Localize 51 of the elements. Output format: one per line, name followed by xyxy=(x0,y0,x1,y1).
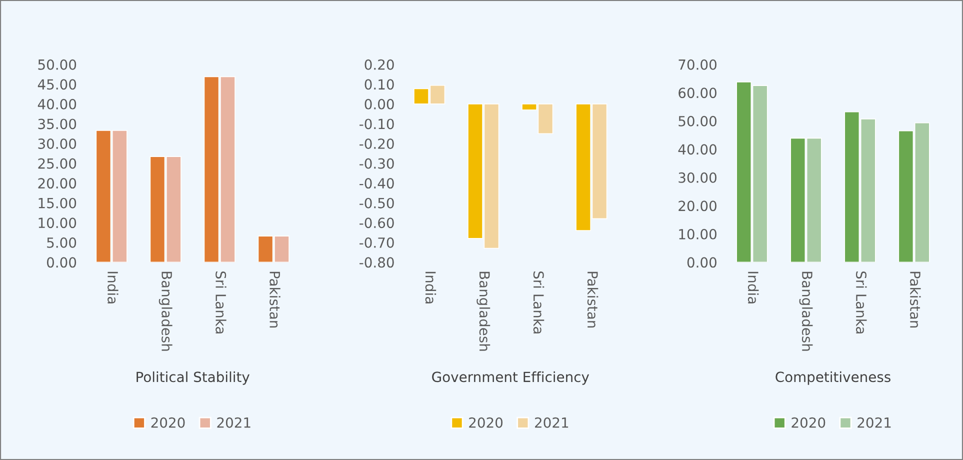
y-tick-label: 60.00 xyxy=(678,88,716,98)
y-tick-label: 45.00 xyxy=(38,79,76,90)
y-tick-label: 0.00 xyxy=(46,257,76,268)
y-tick-label: -0.30 xyxy=(360,158,394,169)
y-tick-label: 0.00 xyxy=(364,98,394,110)
y-tick-label: 0.10 xyxy=(364,79,394,90)
legend-label: 2021 xyxy=(535,417,568,428)
y-tick-label: 50.00 xyxy=(678,116,716,126)
y-tick-label: -0.70 xyxy=(360,237,394,248)
y-tick-label: -0.80 xyxy=(360,257,394,268)
x-tick-label: Bangladesh xyxy=(476,272,490,351)
y-tick-label: 40.00 xyxy=(38,98,76,110)
legend-label: 2021 xyxy=(217,417,250,428)
y-tick-label: 30.00 xyxy=(38,138,76,149)
y-tick-label: 40.00 xyxy=(678,144,716,155)
x-axis-title: Competitiveness xyxy=(776,371,890,385)
x-tick-label: India xyxy=(108,272,118,304)
y-tick-label: 50.00 xyxy=(38,59,76,70)
y-tick-label: -0.50 xyxy=(360,198,394,208)
y-tick-label: -0.40 xyxy=(360,178,394,189)
y-tick-label: 35.00 xyxy=(38,118,76,130)
legend-label: 2021 xyxy=(858,417,891,428)
x-tick-label: Bangladesh xyxy=(799,272,813,351)
y-tick-label: -0.10 xyxy=(360,118,394,130)
y-tick-label: 0.00 xyxy=(687,257,716,268)
x-axis-title: Political Stability xyxy=(136,371,250,385)
x-tick-label: Bangladesh xyxy=(158,272,172,351)
x-tick-label: India xyxy=(748,272,759,304)
y-tick-label: 5.00 xyxy=(47,237,76,248)
legend-label: 2020 xyxy=(792,417,826,428)
y-tick-label: 15.00 xyxy=(38,198,76,208)
x-tick-label: Sri Lanka xyxy=(216,271,226,334)
y-tick-label: 70.00 xyxy=(678,59,716,70)
y-tick-label: 10.00 xyxy=(679,228,716,240)
x-tick-label: Pakistan xyxy=(587,272,598,328)
y-tick-label: 30.00 xyxy=(678,172,716,183)
legend-label: 2020 xyxy=(469,417,503,428)
x-tick-label: Sri Lanka xyxy=(856,271,867,334)
x-tick-label: Pakistan xyxy=(910,272,921,328)
y-tick-label: 20.00 xyxy=(38,178,76,189)
legend-label: 2020 xyxy=(151,417,185,428)
y-tick-label: -0.60 xyxy=(360,218,394,228)
x-tick-label: Pakistan xyxy=(270,272,280,328)
y-tick-label: 20.00 xyxy=(678,200,716,212)
x-tick-label: Sri Lanka xyxy=(533,271,544,334)
y-tick-label: 25.00 xyxy=(38,158,76,169)
y-tick-label: -0.20 xyxy=(360,138,394,149)
x-tick-label: India xyxy=(425,272,436,304)
y-tick-label: 10.00 xyxy=(38,218,76,228)
y-tick-label: 0.20 xyxy=(364,59,394,70)
x-axis-title: Government Efficiency xyxy=(432,371,590,385)
